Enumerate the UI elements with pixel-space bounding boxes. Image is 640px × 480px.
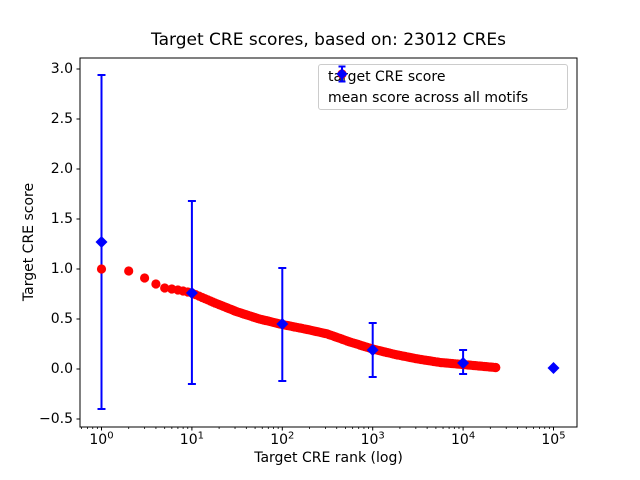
legend-entry-mean-score: mean score across all motifs (319, 65, 567, 108)
red-data-point (151, 279, 161, 289)
red-data-point (140, 273, 150, 283)
chart-title: Target CRE scores, based on: 23012 CREs (151, 30, 506, 50)
x-tick-label: 104 (450, 430, 476, 448)
axes-frame (79, 57, 578, 428)
mean-diamond-point (185, 287, 198, 299)
legend-label: mean score across all motifs (328, 89, 529, 106)
y-tick-label: 0.0 (50, 361, 73, 377)
x-tick-label: 105 (541, 430, 566, 448)
red-data-point (124, 266, 134, 276)
y-tick-label: −0.5 (39, 411, 73, 427)
red-data-point (96, 264, 107, 274)
mean-diamond-point (95, 236, 108, 248)
red-data-point (491, 362, 501, 373)
mean-diamond-point (457, 357, 470, 369)
legend: target CRE score mean score across all m… (318, 64, 568, 110)
x-axis-label: Target CRE rank (log) (254, 450, 403, 466)
x-tick-label: 100 (89, 430, 114, 448)
y-tick-label: 1.5 (50, 211, 73, 227)
blue-diamond-errorbar-icon (336, 65, 348, 83)
y-axis-label: Target CRE score (21, 182, 37, 302)
x-tick-label: 102 (270, 430, 295, 448)
legend-label: target CRE score (328, 68, 446, 85)
y-tick-label: 2.5 (50, 111, 73, 127)
y-tick-label: 3.0 (50, 61, 73, 77)
mean-diamond-point (547, 362, 560, 374)
y-tick-label: 2.0 (50, 161, 73, 177)
mean-diamond-point (276, 318, 289, 330)
x-tick-label: 103 (360, 430, 385, 448)
y-tick-label: 0.5 (50, 311, 73, 327)
x-tick-label: 101 (179, 430, 204, 448)
mean-diamond-point (366, 344, 379, 356)
red-data-point (160, 283, 170, 293)
y-tick-label: 1.0 (50, 261, 73, 277)
